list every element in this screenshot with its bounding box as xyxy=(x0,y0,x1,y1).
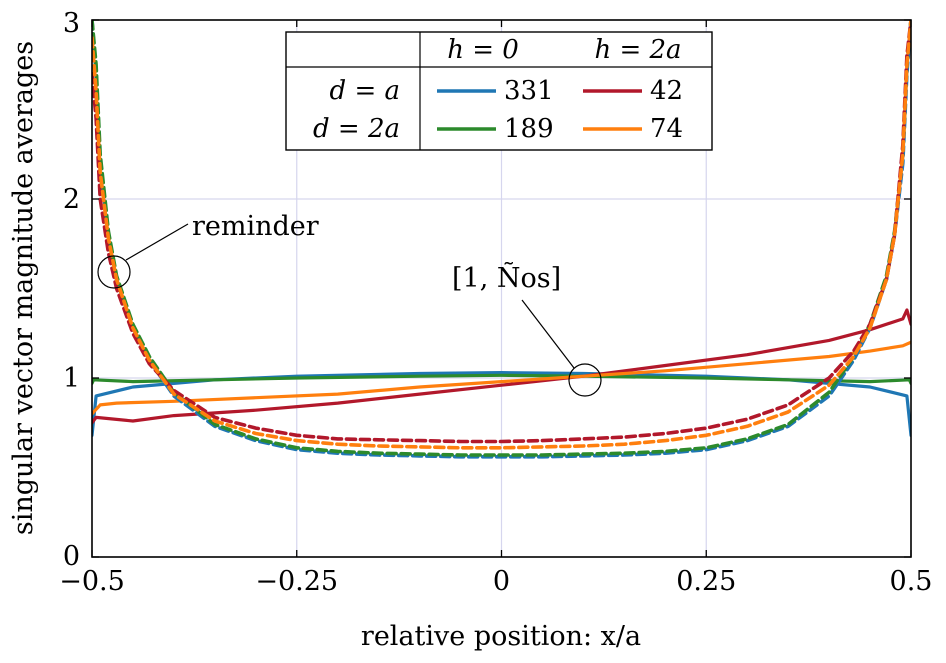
legend-value-42: 42 xyxy=(650,76,683,106)
series-line-7 xyxy=(92,20,911,450)
series-line-0 xyxy=(92,371,911,437)
series-line-2 xyxy=(92,308,911,425)
legend-value-331: 331 xyxy=(504,76,554,106)
y-tick-label-1: 1 xyxy=(63,363,80,394)
annotation-nos: [1, Ños] xyxy=(452,260,602,397)
y-tick-label-2: 2 xyxy=(63,184,80,215)
y-tick-label-3: 3 xyxy=(63,8,80,39)
legend-value-74: 74 xyxy=(650,114,683,144)
legend: h = 0 h = 2a d = a d = 2a 331 42 189 74 xyxy=(285,31,713,151)
annotation-nos-circle xyxy=(568,363,602,397)
x-tick-label-1: −0.25 xyxy=(255,566,338,597)
legend-header-h2a: h = 2a xyxy=(594,35,681,65)
series-line-1 xyxy=(92,373,911,385)
annotation-reminder-label: reminder xyxy=(192,211,319,242)
legend-row-label-d-2a: d = 2a xyxy=(313,114,400,144)
x-tick-label-2: 0 xyxy=(493,566,510,597)
series-group xyxy=(92,20,911,459)
annotation-reminder-leader xyxy=(125,223,189,261)
y-axis-title: singular vector magnitude averages xyxy=(8,41,39,535)
annotation-reminder: reminder xyxy=(97,211,319,289)
x-tick-label-4: 0.5 xyxy=(890,566,933,597)
legend-value-189: 189 xyxy=(504,114,554,144)
legend-row-label-d-a: d = a xyxy=(330,76,400,106)
y-tick-label-0: 0 xyxy=(63,541,80,572)
annotation-nos-leader xyxy=(521,299,575,369)
legend-header-h0: h = 0 xyxy=(447,35,519,65)
annotation-reminder-circle xyxy=(97,255,131,289)
ticks: −0.5 −0.25 0 0.25 0.5 0 1 2 3 xyxy=(59,8,932,597)
x-tick-label-3: 0.25 xyxy=(676,566,736,597)
annotation-nos-label: [1, Ños] xyxy=(452,260,561,294)
x-tick-label-0: −0.5 xyxy=(59,566,125,597)
x-axis-title: relative position: x/a xyxy=(361,621,641,652)
